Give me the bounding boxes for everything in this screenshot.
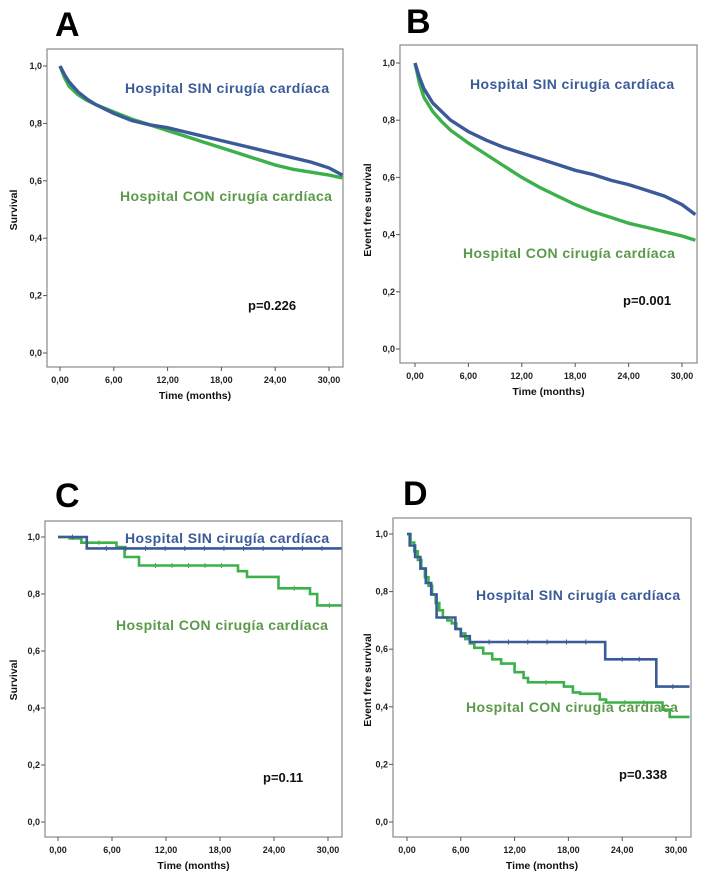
y-tick-label: 0,0 — [382, 344, 395, 354]
y-tick-label: 0,8 — [382, 115, 395, 125]
panel-letter: B — [406, 3, 431, 41]
p-value: p=0.226 — [248, 298, 296, 313]
plot-frame — [46, 48, 344, 368]
x-tick-label: 0,00 — [398, 845, 416, 855]
survival-curve-con — [413, 62, 696, 242]
p-value: p=0.338 — [619, 767, 667, 782]
x-tick-label: 18,00 — [557, 845, 580, 855]
panel-letter: A — [55, 6, 80, 44]
series-label-con: Hospital CON cirugía cardíaca — [466, 699, 678, 715]
p-value: p=0.001 — [623, 293, 671, 308]
x-axis-title: Time (months) — [512, 386, 584, 398]
y-tick-label: 0,8 — [27, 589, 40, 599]
x-tick-label: 18,00 — [209, 845, 232, 855]
plot-frame — [392, 517, 692, 838]
x-tick-label: 24,00 — [617, 371, 640, 381]
x-tick-label: 6,00 — [103, 845, 121, 855]
series-label-sin: Hospital SIN cirugía cardíaca — [125, 530, 330, 546]
survival-curve-con — [58, 535, 342, 607]
panel-d: D 0,0 0,2 0,4 0,6 0,8 1,0 0,00 6,00 12,00 18,00 24,… — [362, 475, 692, 872]
panel-letter: C — [55, 477, 80, 515]
y-axis-title: Survival — [8, 659, 20, 700]
x-axis-title: Time (months) — [157, 860, 229, 872]
series-label-sin: Hospital SIN cirugía cardíaca — [470, 76, 675, 92]
x-tick-label: 24,00 — [611, 845, 634, 855]
series-label-con: Hospital CON cirugía cardíaca — [463, 245, 675, 261]
x-tick-label: 12,00 — [156, 375, 179, 385]
y-axis-title: Event free survival — [362, 163, 374, 256]
x-tick-label: 12,00 — [155, 845, 178, 855]
x-tick-label: 30,00 — [671, 371, 694, 381]
series-label-sin: Hospital SIN cirugía cardíaca — [476, 587, 681, 603]
survival-curve-sin — [58, 65, 343, 177]
x-tick-label: 6,00 — [452, 845, 470, 855]
x-tick-label: 18,00 — [210, 375, 233, 385]
y-tick-label: 0,6 — [27, 646, 40, 656]
x-tick-label: 0,00 — [49, 845, 67, 855]
x-tick-label: 0,00 — [51, 375, 69, 385]
panel-c: C 0,0 0,2 0,4 0,6 0,8 1,0 0,00 6,00 12,00 18,00 24,… — [8, 477, 343, 872]
x-tick-label: 12,00 — [503, 845, 526, 855]
plot-frame — [44, 520, 343, 838]
y-tick-label: 0,2 — [375, 759, 388, 769]
x-tick-label: 6,00 — [460, 371, 478, 381]
panel-a: A 0,0 0,2 0,4 0,6 0,8 1,0 0,00 6,00 12,00 18,00 24,… — [8, 6, 344, 402]
y-tick-label: 0,4 — [27, 703, 40, 713]
y-tick-label: 0,6 — [29, 176, 42, 186]
x-axis-title: Time (months) — [506, 860, 578, 872]
y-tick-label: 0,2 — [27, 760, 40, 770]
y-tick-label: 0,8 — [375, 587, 388, 597]
y-tick-label: 0,6 — [382, 172, 395, 182]
x-tick-label: 18,00 — [564, 371, 587, 381]
series-label-con: Hospital CON cirugía cardíaca — [116, 617, 328, 633]
y-tick-label: 0,6 — [375, 644, 388, 654]
p-value: p=0.11 — [263, 770, 303, 785]
x-tick-label: 24,00 — [263, 845, 286, 855]
y-tick-label: 0,2 — [29, 291, 42, 301]
y-axis-title: Survival — [8, 189, 20, 230]
x-axis-title: Time (months) — [159, 390, 231, 402]
x-tick-label: 30,00 — [317, 845, 340, 855]
series-label-sin: Hospital SIN cirugía cardíaca — [125, 80, 330, 96]
y-axis-title: Event free survival — [362, 633, 374, 726]
y-tick-label: 1,0 — [375, 529, 388, 539]
x-tick-label: 24,00 — [264, 375, 287, 385]
y-tick-label: 0,0 — [375, 817, 388, 827]
panel-b: B 0,0 0,2 0,4 0,6 0,8 1,0 0,00 6,00 12,00 18,00 24,… — [362, 3, 698, 398]
survival-curve-sin — [413, 62, 697, 216]
plot-frame — [399, 44, 698, 364]
y-tick-label: 0,0 — [29, 348, 42, 358]
x-tick-label: 30,00 — [665, 845, 688, 855]
y-tick-label: 1,0 — [27, 532, 40, 542]
x-tick-label: 6,00 — [105, 375, 123, 385]
x-tick-label: 30,00 — [318, 375, 341, 385]
series-label-con: Hospital CON cirugía cardíaca — [120, 188, 332, 204]
y-tick-label: 0,4 — [29, 233, 42, 243]
y-tick-label: 0,8 — [29, 118, 42, 128]
y-tick-label: 1,0 — [382, 58, 395, 68]
survival-curve-con — [58, 65, 343, 180]
y-tick-label: 1,0 — [29, 61, 42, 71]
y-tick-label: 0,2 — [382, 287, 395, 297]
survival-curve-sin — [407, 532, 690, 688]
y-tick-label: 0,4 — [382, 230, 395, 240]
x-tick-label: 12,00 — [511, 371, 534, 381]
x-tick-label: 0,00 — [406, 371, 424, 381]
panel-letter: D — [403, 475, 428, 513]
y-tick-label: 0,4 — [375, 702, 388, 712]
y-tick-label: 0,0 — [27, 817, 40, 827]
